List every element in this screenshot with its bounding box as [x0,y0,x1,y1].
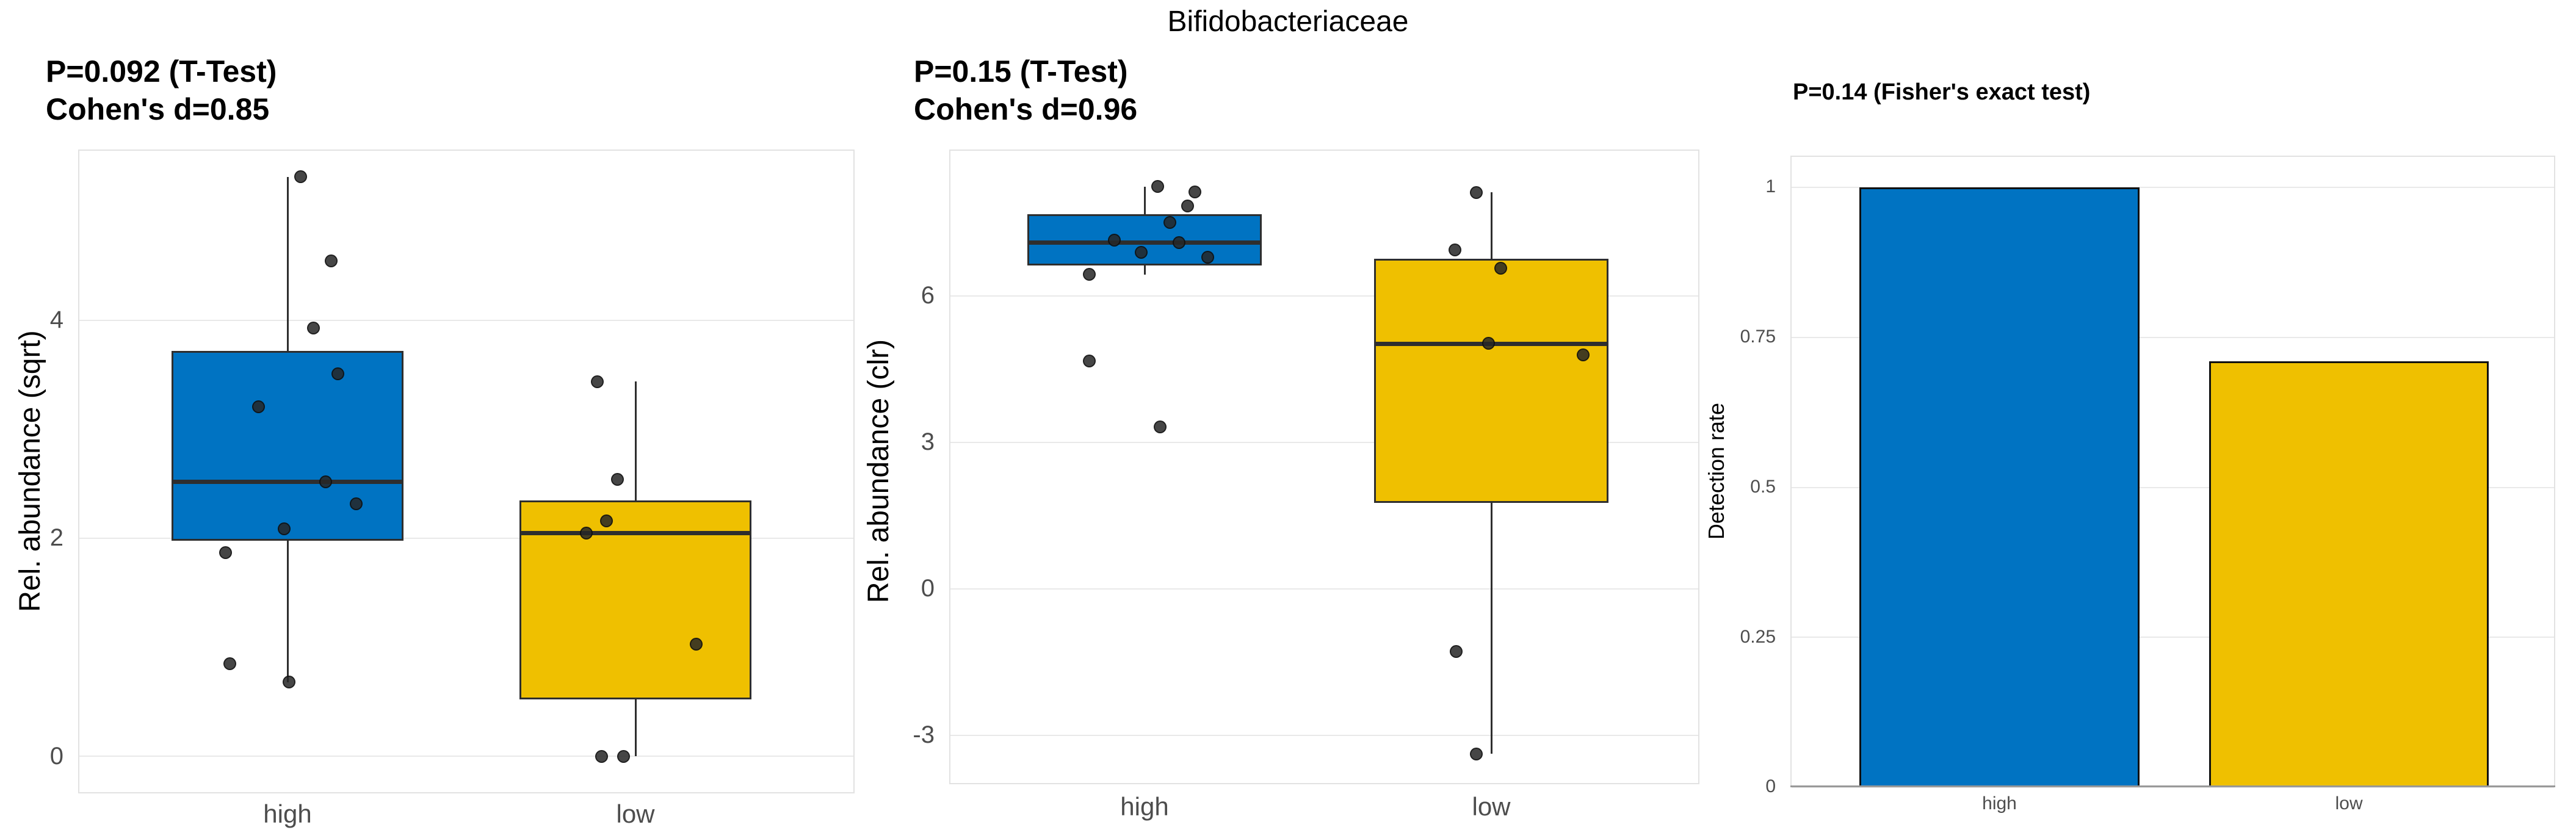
jitter-point [1134,246,1148,259]
jitter-point [1151,180,1164,193]
x-category-label-high: high [1120,792,1169,821]
jitter-point [331,367,344,381]
whisker-lower [1143,265,1146,275]
y-tick-label: 0 [1765,776,1776,797]
jitter-point [595,749,608,763]
jitter-point [294,170,307,184]
jitter-point [282,676,295,689]
median-line [1029,240,1260,245]
panel3-title: P=0.14 (Fisher's exact test) [1793,79,2091,105]
jitter-point [1172,236,1185,249]
whisker-upper [634,381,637,500]
whisker-upper [1143,186,1146,214]
panel1-y-axis-title: Rel. abundance (sqrt) [14,330,46,612]
gridline [950,442,1698,443]
jitter-point [319,475,332,488]
jitter-point [223,657,236,671]
y-tick-label: 6 [921,282,935,309]
gridline [1792,486,2554,488]
jitter-point [349,497,363,510]
jitter-point [1201,251,1214,264]
whisker-lower [634,699,637,757]
figure-title: Bifidobacteriaceae [1167,5,1409,38]
jitter-point [1107,234,1121,247]
bar-high [1859,187,2140,787]
gridline [79,538,853,540]
boxplot-box-high [1027,214,1262,266]
jitter-point [599,514,613,528]
panel2-subtitle-line2: Cohen's d=0.96 [914,92,1138,126]
jitter-point [1482,337,1495,350]
whisker-upper [286,176,289,352]
x-axis-line [1790,785,2555,787]
jitter-point [689,637,703,651]
x-category-label-low: low [616,799,655,828]
bar-low [2209,361,2489,787]
y-tick-label: 0 [921,575,935,602]
jitter-point [1082,354,1096,367]
y-tick-label: 4 [49,306,63,334]
jitter-point [617,749,630,763]
y-tick-label: 1 [1765,176,1776,197]
jitter-point [1181,199,1194,212]
jitter-point [1082,268,1096,281]
boxplot-box-low [1374,259,1608,503]
jitter-point [1469,747,1483,760]
jitter-point [590,375,604,388]
y-tick-label: 3 [921,428,935,456]
x-category-label-high: high [1982,793,2017,814]
panel2-subtitle-line1: P=0.15 (T-Test) [914,54,1128,88]
x-category-label-low: low [2335,793,2363,814]
jitter-point [324,254,338,267]
panel1-subtitle-line1: P=0.092 (T-Test) [46,54,277,88]
jitter-point [1469,186,1483,199]
y-tick-label: 0 [49,742,63,770]
jitter-point [1153,420,1167,433]
x-category-label-high: high [263,799,312,828]
panel2-subtitle: P=0.15 (T-Test) Cohen's d=0.96 [914,52,1137,128]
panel3-y-axis-title: Detection rate [1704,402,1729,540]
gridline [1792,787,2554,788]
gridline [79,320,853,322]
y-tick-label: 0.25 [1740,626,1776,647]
median-line [173,480,402,485]
gridline [950,735,1698,736]
y-tick-label: 0.75 [1740,327,1776,347]
boxplot-box-low [519,500,751,700]
gridline [79,756,853,757]
y-tick-label: -3 [913,721,935,749]
jitter-point [610,473,624,486]
jitter-point [1576,348,1590,362]
gridline [1792,187,2554,189]
gridline [1792,336,2554,338]
whisker-lower [1490,503,1492,754]
jitter-point [277,522,291,535]
jitter-point [1448,244,1461,257]
jitter-point [251,400,265,413]
jitter-point [1449,644,1463,658]
y-tick-label: 2 [49,524,63,552]
median-line [521,531,750,536]
gridline [950,588,1698,590]
x-category-label-low: low [1472,792,1511,821]
boxplot-box-high [172,351,403,541]
jitter-point [306,322,320,335]
gridline [950,295,1698,297]
panel2-y-axis-title: Rel. abundance (clr) [863,339,895,604]
whisker-upper [1490,192,1492,259]
jitter-point [1188,186,1201,199]
panel1-subtitle: P=0.092 (T-Test) Cohen's d=0.85 [46,52,277,128]
jitter-point [579,526,593,540]
jitter-point [219,546,232,559]
jitter-point [1494,261,1507,275]
gridline [1792,637,2554,638]
panel1-subtitle-line2: Cohen's d=0.85 [46,92,270,126]
whisker-lower [286,540,289,682]
jitter-point [1163,215,1176,229]
y-tick-label: 0.5 [1750,476,1776,497]
